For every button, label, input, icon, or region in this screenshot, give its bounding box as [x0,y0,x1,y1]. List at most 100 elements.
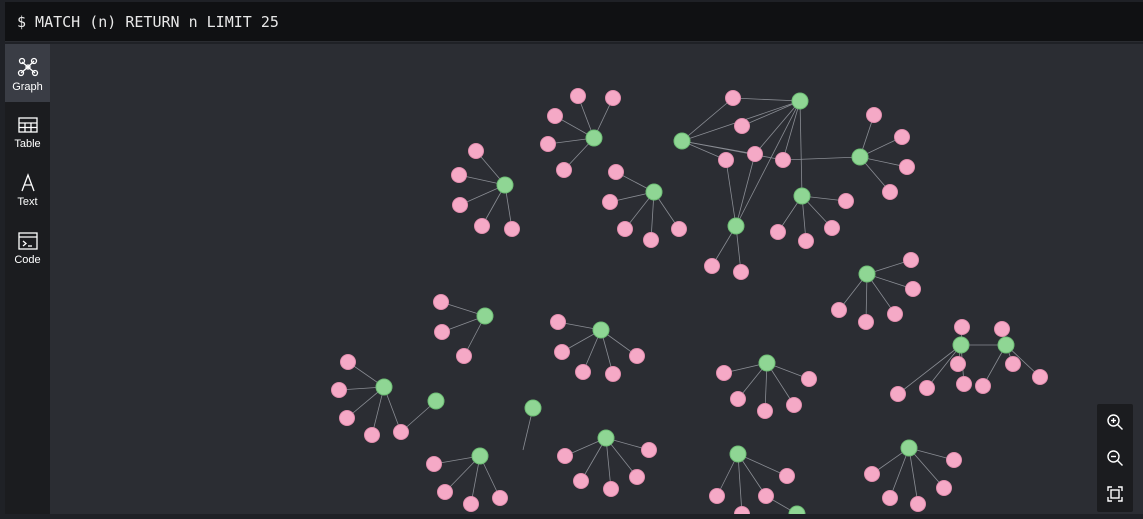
graph-node[interactable] [434,324,450,340]
graph-node[interactable] [492,490,508,506]
graph-node[interactable] [709,488,725,504]
graph-node[interactable] [866,107,882,123]
graph-node[interactable] [629,469,645,485]
graph-canvas[interactable] [50,44,1143,514]
graph-node[interactable] [339,410,355,426]
graph-node[interactable] [364,427,380,443]
graph-node-hub[interactable] [597,429,615,447]
graph-node[interactable] [838,193,854,209]
relationship-edge[interactable] [897,344,962,395]
graph-node-hub[interactable] [791,92,809,110]
graph-node[interactable] [463,496,479,512]
graph-node[interactable] [770,224,786,240]
graph-node[interactable] [573,473,589,489]
graph-node[interactable] [340,354,356,370]
graph-node[interactable] [919,380,935,396]
query-bar[interactable]: $ MATCH (n) RETURN n LIMIT 25 [5,2,1143,42]
graph-node[interactable] [786,397,802,413]
graph-node[interactable] [557,448,573,464]
graph-node-hub[interactable] [793,187,811,205]
graph-node[interactable] [882,184,898,200]
graph-node[interactable] [629,348,645,364]
graph-node[interactable] [570,88,586,104]
graph-node[interactable] [1005,356,1021,372]
graph-node[interactable] [617,221,633,237]
graph-node[interactable] [801,371,817,387]
graph-node[interactable] [734,118,750,134]
sidebar-item-graph[interactable]: Graph [5,44,50,102]
graph-node[interactable] [426,456,442,472]
graph-node[interactable] [575,364,591,380]
graph-node[interactable] [903,252,919,268]
graph-node-hub[interactable] [727,217,745,235]
graph-node[interactable] [393,424,409,440]
graph-node[interactable] [1032,369,1048,385]
relationship-edge[interactable] [782,100,801,161]
graph-node[interactable] [468,143,484,159]
zoom-out-button[interactable] [1097,440,1133,476]
graph-node[interactable] [437,484,453,500]
relationship-edge[interactable] [889,447,910,499]
graph-node-hub[interactable] [496,176,514,194]
graph-node[interactable] [504,221,520,237]
relationship-edge[interactable] [741,100,801,127]
graph-node[interactable] [936,480,952,496]
graph-node[interactable] [474,218,490,234]
graph-node-hub[interactable] [952,336,970,354]
graph-node-hub[interactable] [788,505,806,514]
graph-node[interactable] [905,281,921,297]
graph-node-hub[interactable] [997,336,1015,354]
graph-node[interactable] [451,167,467,183]
graph-node[interactable] [864,466,880,482]
graph-node[interactable] [950,356,966,372]
graph-node[interactable] [730,391,746,407]
graph-node[interactable] [716,365,732,381]
graph-node-hub[interactable] [471,447,489,465]
graph-node[interactable] [671,221,687,237]
graph-node[interactable] [831,302,847,318]
graph-node-hub[interactable] [858,265,876,283]
graph-node[interactable] [798,233,814,249]
graph-node[interactable] [858,314,874,330]
graph-node[interactable] [733,264,749,280]
graph-node-hub[interactable] [851,148,869,166]
graph-node-hub[interactable] [900,439,918,457]
graph-node[interactable] [547,108,563,124]
graph-node[interactable] [910,496,926,512]
graph-node-hub[interactable] [673,132,691,150]
graph-node[interactable] [433,294,449,310]
graph-node[interactable] [608,164,624,180]
graph-node[interactable] [554,344,570,360]
graph-node[interactable] [605,90,621,106]
relationship-edge[interactable] [735,100,801,227]
graph-visualization[interactable] [50,44,1143,514]
relationship-edge[interactable] [754,100,801,155]
graph-node[interactable] [824,220,840,236]
graph-node[interactable] [556,162,572,178]
relationship-edge[interactable] [737,453,788,477]
graph-node[interactable] [643,232,659,248]
graph-node-hub[interactable] [427,392,445,410]
graph-node[interactable] [890,386,906,402]
graph-node-hub[interactable] [645,183,663,201]
graph-node-hub[interactable] [524,399,542,417]
relationship-edge[interactable] [681,140,784,161]
relationship-edge[interactable] [782,156,861,161]
zoom-in-button[interactable] [1097,404,1133,440]
sidebar-item-text[interactable]: Text [5,160,50,218]
graph-node-hub[interactable] [729,445,747,463]
graph-node[interactable] [994,321,1010,337]
graph-node[interactable] [550,314,566,330]
relationship-edge[interactable] [681,97,734,142]
relationship-edge[interactable] [737,453,743,514]
graph-node[interactable] [975,378,991,394]
relationship-edge[interactable] [908,447,945,489]
relationship-edge[interactable] [732,97,801,102]
relationship-edge[interactable] [735,153,756,227]
graph-node[interactable] [899,159,915,175]
graph-node-hub[interactable] [758,354,776,372]
graph-node[interactable] [605,366,621,382]
relationship-edge[interactable] [908,447,919,505]
graph-node-hub[interactable] [375,378,393,396]
graph-node-hub[interactable] [585,129,603,147]
